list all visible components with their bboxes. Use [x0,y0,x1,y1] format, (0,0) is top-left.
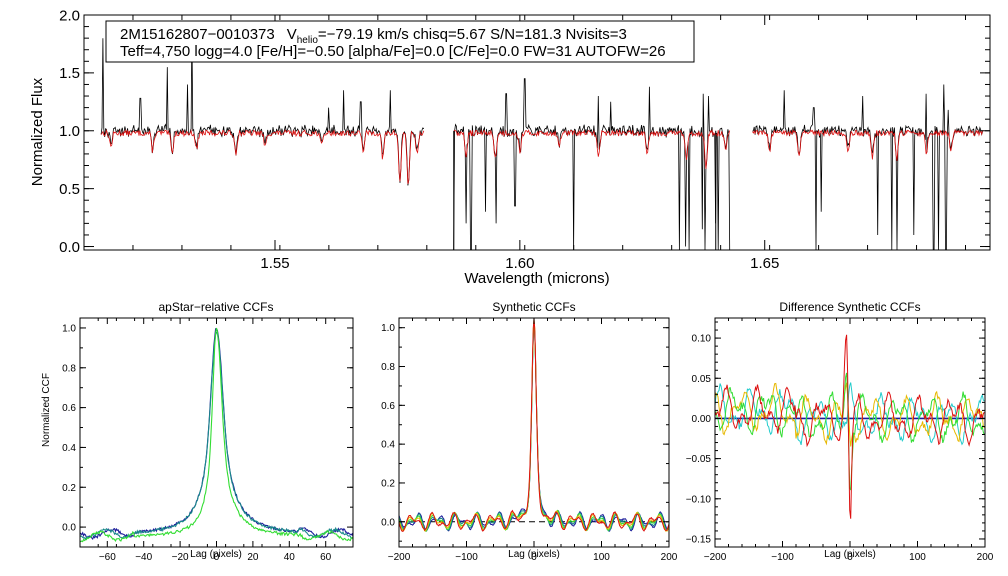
synthetic-ccf-ytick-label: 0.8 [381,362,395,373]
spectrum-xtick-label: 1.55 [260,255,289,272]
apstar-ccf-ytick-label: 0.8 [62,363,76,374]
difference-ccf-series-2 [715,382,985,446]
synthetic-ccf-ticks: −200 −100 0 100 200 0.0 0.2 0.4 0.6 0.8 1.0 [381,318,678,563]
synthetic-ccf-axes-frame [398,317,670,548]
v-helio-value: =−79.19 km/s chisq=5.67 S/N=181.3 Nvisit… [318,26,627,43]
difference-ccf-ytick-label: −0.10 [686,494,712,505]
synthetic-ccf-xtick-label: 0 [531,552,537,563]
apstar-ccf-series-1 [80,328,353,540]
v-helio-label: V [287,26,297,43]
difference-ccf-series-3 [715,382,985,447]
spectrum-ytick-label: 1.5 [59,65,80,82]
difference-ccf-ytick-label: 0.00 [692,414,712,425]
apstar-ccf-ytick-label: 1.0 [62,323,76,334]
difference-ccf-ytick-label: 0.10 [692,334,712,345]
difference-ccf-xtick-label: 200 [977,552,994,563]
spectrum-ytick-label: 0.0 [59,239,80,256]
spectrum-model-line [100,128,425,184]
synthetic-ccf-ytick-label: 0.4 [381,440,395,451]
apstar-ccf-ytick-label: 0.6 [62,403,76,414]
spectrum-ytick-label: 1.0 [59,123,80,140]
synthetic-ccf-plot-area [399,318,669,532]
apstar-ccf-xtick-label: 60 [320,552,332,563]
apstar-ccf-ticks: −60 −40 −20 0 20 40 60 0.0 0.2 0.4 0.6 0.8 1.0 [62,318,354,563]
spectrum-x-axis-label: Wavelength (microns) [464,270,609,287]
spectrum-axes-frame [83,14,991,251]
synthetic-ccf-xtick-label: −200 [388,552,411,563]
spectrum-plot-area [100,26,983,250]
annotation-box [105,20,695,63]
apstar-ccf-ytick-label: 0.2 [62,483,76,494]
difference-ccf-series-5 [715,334,985,519]
apstar-ccf-xtick-label: −40 [135,552,152,563]
difference-ccf-xtick-label: −200 [704,552,727,563]
v-helio-subscript: helio [297,35,319,46]
spectrum-model-line [453,128,731,169]
spectrum-xtick-label: 1.65 [750,255,779,272]
synthetic-ccf-ytick-label: 1.0 [381,323,395,334]
synthetic-ccf-panel: −200 −100 0 100 200 0.0 0.2 0.4 0.6 0.8 1.0 Synthe… [381,300,678,563]
difference-ccf-x-axis-label: Lag (pixels) [824,549,876,560]
spectrum-observed-line [752,84,983,250]
apstar-ccf-xtick-label: −60 [99,552,116,563]
synthetic-ccf-ytick-label: 0.0 [381,517,395,528]
spectrum-xtick-label: 1.60 [505,255,534,272]
annotation-line-2: Teff=4,750 logg=4.0 [Fe/H]=−0.50 [alpha/… [120,43,666,60]
star-id: 2M15162807−0010373 [120,26,275,43]
apstar-ccf-y-axis-label: Normalized CCF [41,373,52,447]
difference-ccf-xtick-label: 0 [847,552,853,563]
difference-ccf-ytick-label: −0.15 [686,534,712,545]
apstar-ccf-ytick-label: 0.4 [62,443,76,454]
apstar-ccf-xtick-label: 0 [214,552,220,563]
spectrum-panel: 1.55 1.60 1.65 0.0 0.5 1.0 1.5 2.0 Wavelength (… [29,7,991,287]
apstar-ccf-plot-area [80,327,353,543]
spectrum-observed-line [100,26,425,186]
spectrum-ytick-label: 2.0 [59,7,80,24]
difference-ccf-title: Difference Synthetic CCFs [779,300,920,314]
apstar-ccf-x-axis-label: Lag (pixels) [190,549,242,560]
spectrum-ticks: 1.55 1.60 1.65 0.0 0.5 1.0 1.5 2.0 [59,7,990,272]
annotation-line-1: 2M15162807−0010373 Vhelio=−79.19 km/s chi… [120,26,627,46]
apstar-ccf-axes-frame [79,317,354,548]
synthetic-ccf-series-3 [399,323,669,532]
difference-ccf-panel: −200 −100 0 100 200 −0.15 −0.10 −0.05 0.00 0.05 0.… [686,300,994,563]
synthetic-ccf-title: Synthetic CCFs [492,300,575,314]
synthetic-ccf-xtick-label: 200 [661,552,678,563]
difference-ccf-ticks: −200 −100 0 100 200 −0.15 −0.10 −0.05 0.00 0.05 0.… [686,318,994,563]
synthetic-ccf-x-axis-label: Lag (pixels) [508,549,560,560]
apstar-ccf-xtick-label: 20 [247,552,259,563]
apstar-ccf-xtick-label: 40 [284,552,296,563]
synthetic-ccf-series-5 [399,318,669,532]
apstar-ccf-ytick-label: 0.0 [62,523,76,534]
spectrum-observed-line [453,78,731,250]
synthetic-ccf-xtick-label: 100 [593,552,610,563]
apstar-ccf-panel: −60 −40 −20 0 20 40 60 0.0 0.2 0.4 0.6 0.8 1.0 apSta… [41,300,354,563]
apstar-ccf-series-3 [80,327,353,543]
difference-ccf-plot-area [715,334,985,519]
apstar-ccf-xtick-label: −20 [172,552,189,563]
synthetic-ccf-ytick-label: 0.6 [381,401,395,412]
spectrum-y-axis-label: Normalized Flux [29,77,46,186]
difference-ccf-xtick-label: 100 [909,552,926,563]
difference-ccf-xtick-label: −100 [771,552,794,563]
apstar-ccf-title: apStar−relative CCFs [158,300,273,314]
difference-ccf-ytick-label: 0.05 [692,374,712,385]
apstar-ccf-series-2 [80,331,353,541]
synthetic-ccf-series-2 [399,323,669,532]
difference-ccf-ytick-label: −0.05 [686,454,712,465]
synthetic-ccf-xtick-label: −100 [455,552,478,563]
spectrum-model-line [752,129,983,161]
spectrum-ytick-label: 0.5 [59,181,80,198]
synthetic-ccf-ytick-label: 0.2 [381,478,395,489]
synthetic-ccf-series-1 [399,323,669,532]
synthetic-ccf-series-4 [399,319,669,532]
